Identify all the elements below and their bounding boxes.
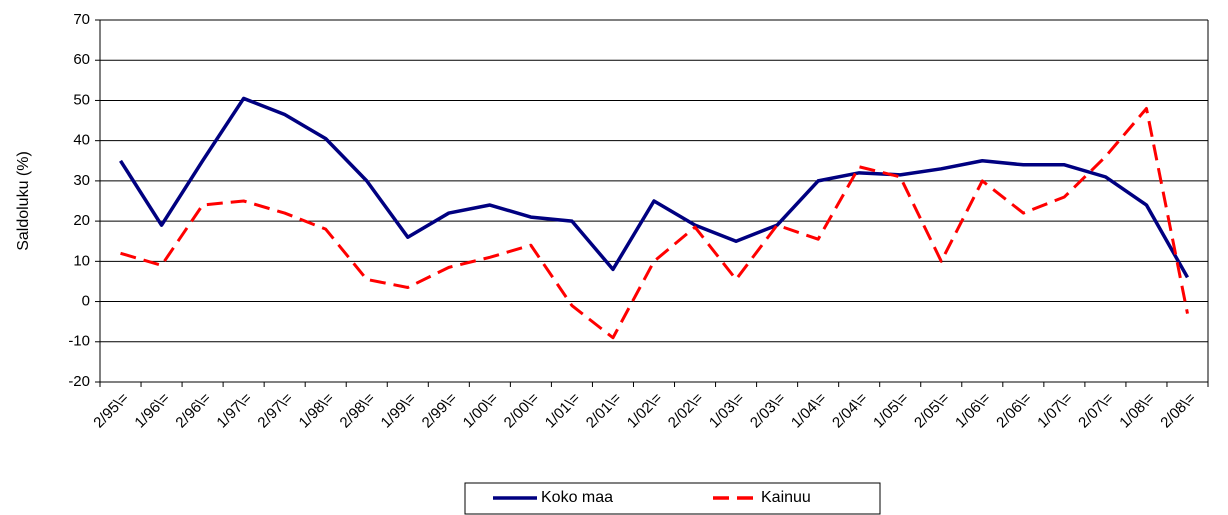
x-tick-label: 1/06\=: [952, 389, 994, 431]
legend-label: Kainuu: [761, 489, 811, 506]
x-tick-label: 2/98\=: [337, 389, 379, 431]
x-tick-label: 1/00\=: [460, 389, 502, 431]
x-tick-label: 1/96\=: [131, 389, 173, 431]
x-tick-label: 2/96\=: [172, 389, 214, 431]
y-tick-label: 70: [73, 11, 90, 28]
x-tick-label: 1/05\=: [870, 389, 912, 431]
x-tick-label: 2/01\=: [583, 389, 625, 431]
x-tick-label: 1/97\=: [213, 389, 255, 431]
y-tick-label: 60: [73, 51, 90, 68]
x-tick-label: 2/99\=: [419, 389, 461, 431]
y-tick-label: 20: [73, 212, 90, 229]
x-tick-label: 2/04\=: [829, 389, 871, 431]
y-tick-label: 0: [82, 293, 90, 310]
x-tick-label: 2/06\=: [993, 389, 1035, 431]
x-tick-label: 2/08\=: [1157, 389, 1199, 431]
x-tick-label: 1/03\=: [706, 389, 748, 431]
x-tick-label: 1/04\=: [788, 389, 830, 431]
legend-label: Koko maa: [541, 489, 613, 506]
x-tick-label: 2/05\=: [911, 389, 953, 431]
x-tick-label: 2/97\=: [254, 389, 296, 431]
line-series: [120, 106, 1189, 340]
line-series: [119, 96, 1190, 279]
y-tick-label: 40: [73, 132, 90, 149]
x-tick-label: 2/03\=: [747, 389, 789, 431]
y-axis-label: Saldoluku (%): [15, 151, 32, 251]
y-tick-label: -10: [68, 333, 90, 350]
y-tick-label: 50: [73, 91, 90, 108]
x-tick-label: 2/07\=: [1075, 389, 1117, 431]
x-tick-label: 2/00\=: [501, 389, 543, 431]
x-tick-label: 1/98\=: [296, 389, 338, 431]
x-tick-label: 1/07\=: [1034, 389, 1076, 431]
x-tick-label: 2/95\=: [90, 389, 132, 431]
x-tick-label: 1/08\=: [1116, 389, 1158, 431]
x-tick-label: 1/01\=: [542, 389, 584, 431]
y-tick-label: 10: [73, 252, 90, 269]
y-tick-label: -20: [68, 373, 90, 390]
legend: Koko maa Kainuu: [464, 482, 881, 515]
x-tick-label: 1/99\=: [378, 389, 420, 431]
y-tick-label: 30: [73, 172, 90, 189]
x-tick-label: 1/02\=: [624, 389, 666, 431]
x-tick-label: 2/02\=: [665, 389, 707, 431]
